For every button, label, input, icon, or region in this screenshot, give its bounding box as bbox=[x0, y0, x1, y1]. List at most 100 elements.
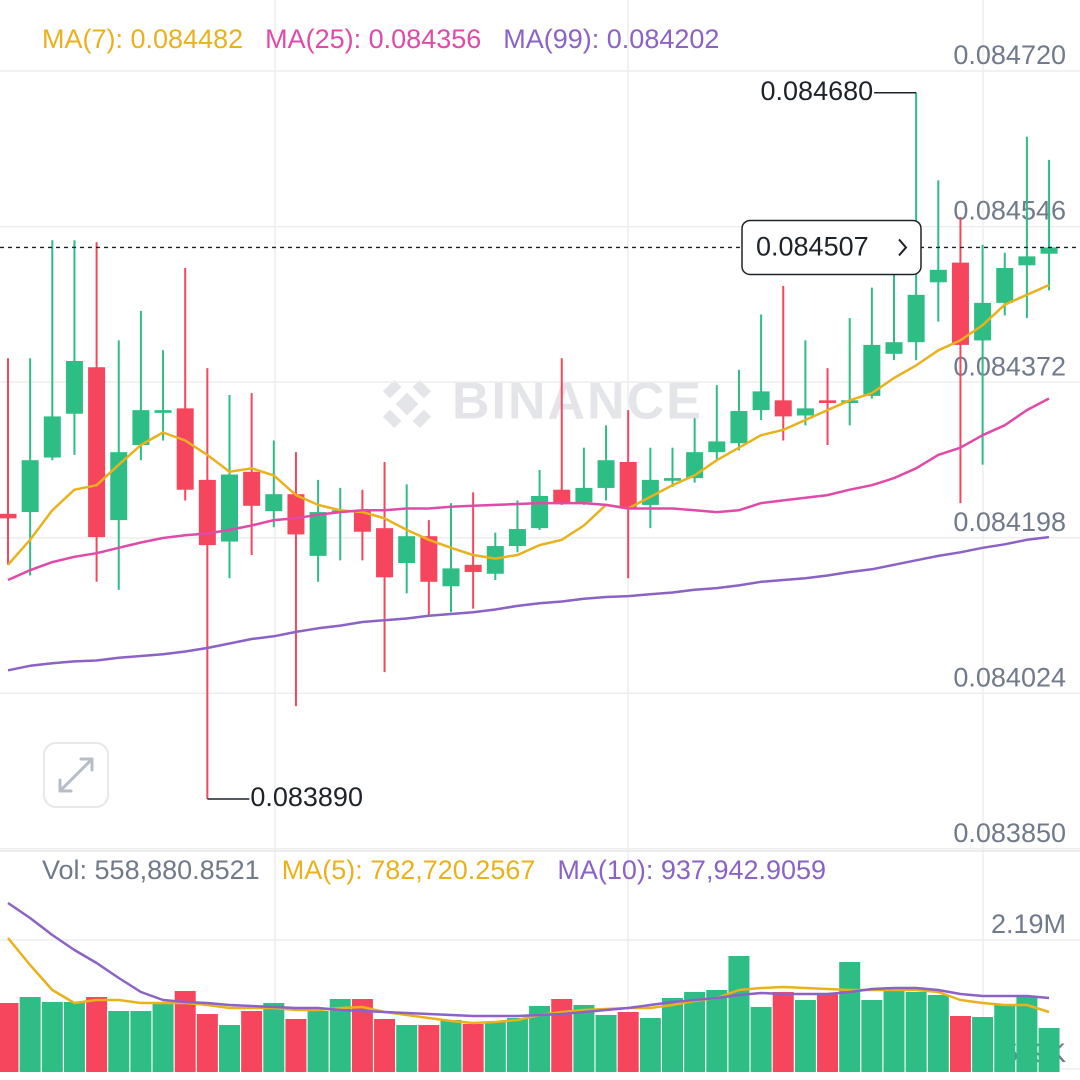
candle-body bbox=[730, 411, 748, 444]
volume-bar bbox=[19, 997, 41, 1072]
volume-bar bbox=[905, 991, 927, 1072]
volume-bar bbox=[41, 1002, 63, 1072]
volume-bar bbox=[374, 1019, 396, 1072]
candle-body bbox=[752, 391, 770, 411]
volume-bar bbox=[418, 1025, 440, 1072]
candle-body bbox=[708, 441, 726, 453]
volume-bar bbox=[263, 1003, 285, 1072]
ma-line bbox=[7, 901, 1050, 1018]
last-price-label: 0.084507 bbox=[756, 232, 869, 262]
candle-body bbox=[287, 494, 305, 535]
volume-bar bbox=[883, 989, 905, 1072]
candle-body bbox=[664, 478, 681, 481]
candle-body bbox=[1040, 247, 1058, 254]
candle-body bbox=[907, 294, 925, 343]
expand-icon[interactable] bbox=[58, 757, 94, 793]
volume-label: Vol: 558,880.8521 bbox=[42, 855, 260, 885]
candle-body bbox=[819, 400, 837, 403]
candle-body bbox=[353, 510, 371, 532]
legend-entry: MA(7): 0.084482 bbox=[42, 24, 243, 54]
candle-body bbox=[508, 529, 526, 547]
volume-bar bbox=[861, 1000, 883, 1072]
volume-bar bbox=[706, 989, 728, 1072]
volume-bar bbox=[506, 1017, 528, 1072]
candle-body bbox=[951, 262, 969, 345]
expand-button[interactable] bbox=[43, 742, 109, 808]
ma-line bbox=[7, 397, 1050, 582]
plot: 0.084720 0.084546 0.084372 0.084198 0.084024… bbox=[0, 24, 1080, 1072]
volume-bar bbox=[329, 998, 351, 1072]
volume-bar bbox=[750, 1006, 772, 1072]
candle-body bbox=[442, 568, 460, 587]
candle-body bbox=[553, 489, 571, 503]
volume-bar bbox=[595, 1014, 617, 1072]
volume-bar bbox=[1016, 997, 1038, 1072]
y-tick-label: 0.084198 bbox=[953, 507, 1066, 537]
candle-body bbox=[176, 408, 194, 490]
last-price-chevron bbox=[898, 238, 908, 257]
volume-bar bbox=[949, 1016, 971, 1072]
volume-bar bbox=[927, 994, 949, 1072]
last-price-tag bbox=[741, 219, 922, 276]
candle-body bbox=[974, 302, 992, 341]
volume-bar bbox=[196, 1014, 218, 1072]
volume-bar bbox=[108, 1011, 130, 1072]
candle-body bbox=[863, 344, 881, 396]
candle-body bbox=[398, 536, 416, 564]
candle-body bbox=[464, 564, 482, 572]
candle-body bbox=[154, 410, 172, 413]
candle-body bbox=[619, 462, 637, 509]
candle-body bbox=[376, 528, 394, 578]
volume-bar bbox=[241, 1011, 263, 1072]
volume-bar bbox=[639, 1017, 661, 1072]
candle-body bbox=[243, 471, 261, 506]
candle-body bbox=[110, 452, 128, 521]
volume-bar bbox=[63, 1002, 85, 1072]
candle-body bbox=[597, 460, 615, 488]
legend-entry: MA(5): 782,720.2567 bbox=[282, 855, 536, 885]
volume-bar bbox=[152, 1002, 174, 1072]
volume-bar bbox=[307, 1011, 329, 1072]
volume-bar bbox=[0, 1003, 19, 1072]
volume-bar bbox=[972, 1017, 994, 1072]
legend-entry: MA(25): 0.084356 bbox=[265, 24, 481, 54]
volume-bar bbox=[285, 1019, 307, 1072]
y-tick-label: 0.084372 bbox=[953, 351, 1066, 381]
volume-bar bbox=[440, 1019, 462, 1072]
candle-body bbox=[996, 268, 1014, 303]
volume-bar bbox=[839, 961, 861, 1072]
volume-bar bbox=[794, 1000, 816, 1072]
candle-body bbox=[265, 494, 283, 512]
y-tick-label: 0.083850 bbox=[953, 818, 1066, 848]
volume-bar bbox=[728, 955, 750, 1072]
volume-bar bbox=[219, 1025, 240, 1072]
candle-body bbox=[420, 536, 438, 582]
volume-bar bbox=[86, 997, 108, 1072]
candle-body bbox=[132, 410, 150, 446]
volume-bar bbox=[662, 997, 683, 1072]
volume-bar bbox=[684, 991, 706, 1072]
candle-body bbox=[885, 342, 903, 354]
candle-body bbox=[929, 269, 947, 283]
volume-bar bbox=[617, 1011, 639, 1072]
candle-body bbox=[309, 512, 327, 556]
volume-bar bbox=[351, 998, 373, 1072]
volume-bar bbox=[462, 1023, 484, 1072]
candle-body bbox=[221, 474, 238, 542]
volume-bar bbox=[772, 991, 794, 1072]
candle-body bbox=[21, 460, 39, 513]
ma-line bbox=[7, 283, 1050, 566]
volume-bar bbox=[994, 1005, 1016, 1072]
ma-line bbox=[7, 535, 1050, 672]
high-label: 0.084680 bbox=[761, 76, 874, 106]
candle-body bbox=[486, 546, 504, 574]
volume-bar bbox=[130, 1011, 152, 1072]
volume-bar bbox=[817, 992, 839, 1072]
y-tick-label: 0.084546 bbox=[953, 196, 1066, 226]
volume-bar bbox=[573, 1005, 595, 1072]
volume-bar bbox=[174, 991, 196, 1072]
candle-body bbox=[1018, 256, 1036, 266]
volume-bar bbox=[551, 998, 573, 1072]
candle-body bbox=[198, 479, 216, 546]
